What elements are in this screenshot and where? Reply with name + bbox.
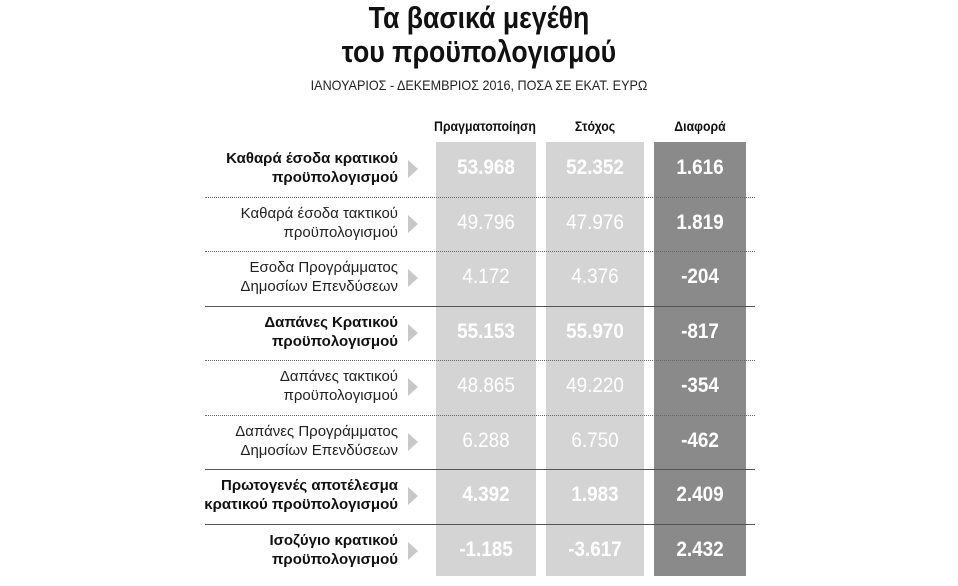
row-arrow-icon — [408, 214, 418, 233]
row-arrow-icon — [408, 160, 418, 178]
value-actual: 55.153 — [457, 319, 515, 343]
column-background-target — [546, 142, 644, 576]
chart-subtitle: ΙΑΝΟΥΑΡΙΟΣ - ΔΕΚΕΜΒΡΙΟΣ 2016, ΠΟΣΑ ΣΕ ΕΚ… — [310, 77, 648, 93]
row-label-line1: Εσοδα Προγράμματος — [249, 259, 398, 276]
row-separator — [205, 469, 755, 470]
value-difference: -354 — [681, 374, 719, 397]
row-arrow-icon — [408, 323, 418, 342]
column-background-actual — [436, 142, 536, 576]
value-actual: 48.865 — [457, 374, 515, 397]
value-target: 55.970 — [566, 319, 624, 343]
row-label-line2: προϋπολογισμού — [271, 550, 398, 568]
row-label-line2: Δημοσίων Επενδύσεων — [240, 441, 398, 459]
row-label-line2: προϋπολογισμού — [271, 332, 398, 350]
row-label-line1: Δαπάνες τακτικού — [279, 368, 398, 385]
row-label: Δαπάνες τακτικού προϋπολογισμού — [180, 367, 398, 405]
row-arrow-icon — [408, 541, 418, 560]
column-background-difference — [654, 142, 746, 576]
row-separator — [205, 251, 755, 252]
chart-title-line2: του προϋπολογισμού — [341, 34, 617, 69]
row-separator — [205, 305, 755, 307]
value-difference: 1.819 — [676, 210, 724, 234]
row-label-line1: Καθαρά έσοδα κρατικού — [226, 150, 398, 167]
value-actual: -1.185 — [459, 537, 513, 561]
value-actual: 4.172 — [462, 265, 510, 288]
row-separator — [205, 523, 755, 525]
row-arrow-icon — [408, 378, 418, 396]
row-label-line2: προϋπολογισμού — [271, 169, 398, 186]
row-label-line2: Δημοσίων Επενδύσεων — [240, 278, 398, 295]
value-difference: -817 — [681, 319, 719, 343]
row-label: Δαπάνες Κρατικού προϋπολογισμού — [180, 313, 398, 351]
row-label-line1: Δαπάνες Προγράμματος — [235, 422, 398, 440]
row-label: Καθαρά έσοδα κρατικού προϋπολογισμού — [180, 149, 398, 187]
row-arrow-icon — [408, 269, 418, 287]
row-separator — [205, 360, 755, 361]
value-target: 4.376 — [571, 265, 619, 288]
value-difference: 1.616 — [676, 156, 724, 179]
row-label-line1: Πρωτογενές αποτέλεσμα — [221, 477, 398, 494]
row-label: Ισοζύγιο κρατικού προϋπολογισμού — [180, 531, 398, 569]
value-target: 52.352 — [566, 156, 624, 179]
row-label-line1: Ισοζύγιο κρατικού — [269, 531, 398, 549]
row-label-line2: προϋπολογισμού — [283, 387, 398, 404]
value-actual: 4.392 — [462, 483, 510, 506]
value-target: -3.617 — [568, 537, 622, 561]
value-actual: 53.968 — [457, 156, 515, 179]
value-difference: 2.409 — [676, 483, 724, 506]
row-label-line1: Καθαρά έσοδα τακτικού — [240, 204, 398, 222]
row-label-line1: Δαπάνες Κρατικού — [264, 313, 398, 331]
row-label: Πρωτογενές αποτέλεσμα κρατικού προϋπολογι… — [180, 476, 398, 514]
row-separator — [205, 414, 755, 416]
value-actual: 6.288 — [462, 428, 510, 452]
value-target: 1.983 — [571, 483, 619, 506]
value-actual: 49.796 — [457, 210, 515, 234]
row-label-line2: κρατικού προϋπολογισμού — [204, 496, 398, 513]
row-label: Δαπάνες Προγράμματος Δημοσίων Επενδύσεων — [180, 422, 398, 460]
row-arrow-icon — [408, 432, 418, 451]
column-header-actual: Πραγματοποίηση — [434, 118, 536, 134]
value-target: 6.750 — [571, 428, 619, 452]
value-difference: 2.432 — [676, 537, 724, 561]
column-header-target: Στόχος — [574, 118, 616, 134]
column-header-difference: Διαφορά — [674, 118, 726, 134]
row-separator — [205, 196, 755, 198]
value-target: 49.220 — [566, 374, 624, 397]
row-label: Εσοδα Προγράμματος Δημοσίων Επενδύσεων — [180, 258, 398, 296]
value-difference: -462 — [681, 428, 719, 452]
row-arrow-icon — [408, 487, 418, 505]
row-label: Καθαρά έσοδα τακτικού προϋπολογισμού — [180, 204, 398, 242]
value-target: 47.976 — [566, 210, 624, 234]
row-label-line2: προϋπολογισμού — [283, 223, 398, 241]
chart-title-line1: Τα βασικά μεγέθη — [368, 0, 590, 35]
value-difference: -204 — [681, 265, 719, 288]
